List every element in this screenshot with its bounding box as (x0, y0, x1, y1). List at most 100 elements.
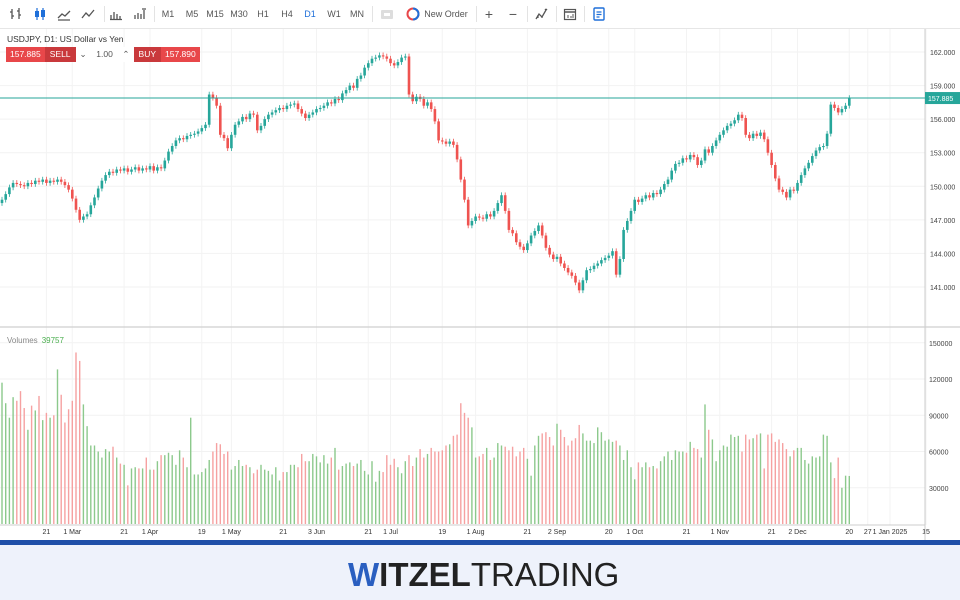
candle[interactable] (762, 132, 766, 140)
sell-button[interactable]: 157.885 SELL (6, 47, 76, 62)
candle[interactable] (692, 154, 696, 158)
candle[interactable] (603, 257, 607, 261)
new-order-button[interactable]: New Order (424, 9, 468, 19)
candle[interactable] (26, 182, 30, 187)
candle[interactable] (248, 113, 252, 120)
candle[interactable] (215, 97, 218, 106)
candle[interactable] (481, 217, 485, 219)
candle[interactable] (122, 168, 126, 171)
candle[interactable] (722, 130, 725, 135)
candle[interactable] (307, 114, 311, 119)
candle[interactable] (581, 280, 585, 291)
candle[interactable] (163, 160, 167, 169)
candle[interactable] (448, 141, 451, 144)
candle[interactable] (703, 149, 707, 161)
candle[interactable] (555, 256, 559, 260)
timeframe-h4[interactable]: H4 (281, 9, 293, 19)
candle[interactable] (659, 189, 662, 195)
timeframe-m5[interactable]: M5 (185, 9, 199, 19)
tick-volumes-icon[interactable] (132, 6, 148, 22)
candle[interactable] (470, 220, 474, 226)
candle[interactable] (740, 114, 744, 119)
candle[interactable] (207, 94, 211, 125)
candle[interactable] (433, 109, 437, 122)
candle[interactable] (825, 133, 829, 146)
candle[interactable] (788, 189, 792, 198)
candle[interactable] (315, 109, 318, 113)
candle[interactable] (707, 149, 710, 153)
candle[interactable] (799, 175, 803, 183)
candlestick-icon[interactable] (32, 6, 48, 22)
candle[interactable] (600, 260, 603, 264)
candle[interactable] (651, 192, 655, 198)
candle[interactable] (622, 229, 625, 260)
calendar-icon[interactable] (562, 6, 578, 22)
candle[interactable] (548, 247, 551, 255)
candle[interactable] (130, 169, 133, 172)
candle[interactable] (85, 214, 89, 217)
candle[interactable] (89, 205, 93, 215)
candle[interactable] (141, 168, 144, 171)
candle[interactable] (466, 199, 470, 226)
candle[interactable] (574, 275, 577, 283)
candle[interactable] (59, 179, 63, 182)
lot-input[interactable]: 1.00 (96, 49, 113, 59)
candle[interactable] (159, 167, 163, 169)
line-chart-icon[interactable] (56, 6, 72, 22)
one-click-trading-icon[interactable] (379, 6, 395, 22)
candle[interactable] (537, 225, 540, 232)
candle[interactable] (252, 113, 255, 115)
candle[interactable] (544, 235, 548, 248)
candle[interactable] (559, 256, 562, 264)
candle[interactable] (111, 171, 115, 173)
candle[interactable] (437, 121, 440, 141)
candle[interactable] (570, 272, 574, 276)
candle[interactable] (74, 198, 78, 210)
price-chart[interactable]: 162.000 159.000 156.000 153.000 150.000 147.0… (0, 29, 960, 540)
candle[interactable] (274, 110, 278, 113)
candle[interactable] (526, 243, 529, 251)
area-chart-icon[interactable] (80, 6, 96, 22)
candle[interactable] (389, 58, 392, 64)
candle[interactable] (496, 203, 500, 211)
candle[interactable] (381, 55, 385, 57)
candle[interactable] (696, 157, 699, 166)
candle[interactable] (566, 267, 570, 273)
candle[interactable] (8, 187, 11, 195)
candle[interactable] (185, 135, 189, 140)
candle[interactable] (455, 144, 459, 160)
candle[interactable] (100, 180, 104, 189)
candle[interactable] (237, 121, 241, 125)
candle[interactable] (330, 102, 333, 104)
candle[interactable] (725, 125, 729, 131)
candle[interactable] (82, 216, 85, 220)
candle[interactable] (607, 255, 611, 258)
candle[interactable] (441, 140, 444, 142)
candle[interactable] (766, 139, 770, 153)
candle[interactable] (681, 158, 685, 163)
candle[interactable] (211, 94, 215, 98)
candle[interactable] (322, 105, 326, 108)
indicators-icon[interactable] (534, 6, 550, 22)
candle[interactable] (363, 67, 366, 76)
candle[interactable] (592, 265, 596, 270)
candle[interactable] (226, 138, 229, 149)
candle[interactable] (304, 113, 307, 119)
candle[interactable] (733, 120, 736, 124)
candle[interactable] (200, 128, 204, 132)
candle[interactable] (677, 162, 681, 164)
candle[interactable] (463, 179, 466, 200)
candle[interactable] (67, 185, 70, 190)
candle[interactable] (392, 63, 396, 66)
timeframe-w1[interactable]: W1 (327, 9, 341, 19)
candle[interactable] (22, 185, 26, 187)
candle[interactable] (774, 165, 777, 179)
candle[interactable] (718, 134, 722, 141)
candle[interactable] (37, 180, 41, 182)
candle[interactable] (618, 259, 622, 275)
candle[interactable] (222, 134, 226, 139)
candle[interactable] (189, 134, 192, 136)
candle[interactable] (385, 56, 389, 59)
candle[interactable] (688, 154, 692, 160)
candle[interactable] (770, 152, 773, 166)
